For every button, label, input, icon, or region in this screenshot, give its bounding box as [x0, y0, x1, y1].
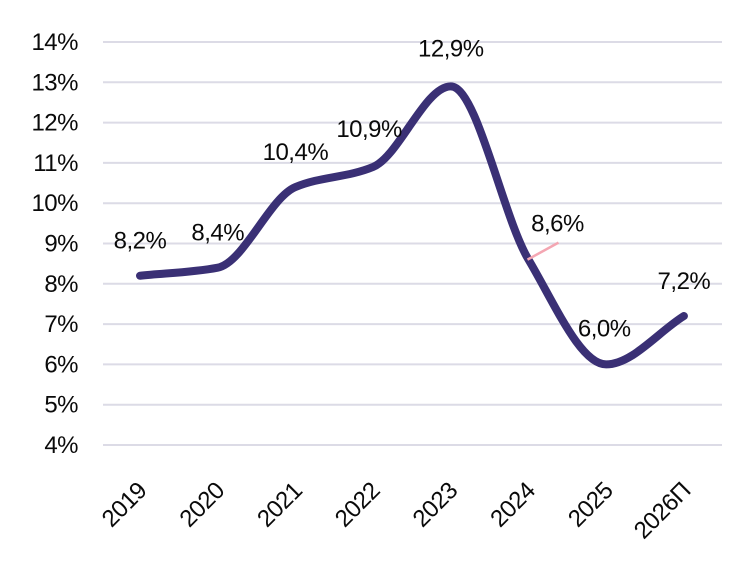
y-axis-label: 4%	[44, 432, 78, 459]
data-point-label: 6,0%	[578, 315, 631, 342]
x-axis-label: 2024	[485, 477, 541, 533]
data-point-label: 8,6%	[531, 211, 584, 238]
y-axis-label: 13%	[31, 69, 78, 96]
y-axis-label: 12%	[31, 110, 78, 137]
y-axis-label: 14%	[31, 29, 78, 56]
x-axis-label: 2023	[408, 477, 464, 533]
x-axis-label: 2020	[175, 477, 231, 533]
x-axis-label: 2022	[330, 477, 386, 533]
y-axis-label: 6%	[44, 351, 78, 378]
x-axis-label: 2019	[97, 477, 153, 533]
y-axis-label: 10%	[31, 190, 78, 217]
data-series-line	[136, 82, 688, 369]
y-axis-label: 5%	[44, 392, 78, 419]
y-axis-label: 11%	[33, 150, 78, 177]
x-axis-label: 2021	[252, 477, 308, 533]
x-axis-label: 2025	[563, 477, 619, 533]
data-point-label: 7,2%	[658, 268, 711, 295]
x-axis-label: 2026П	[629, 477, 696, 544]
y-axis-label: 7%	[44, 311, 78, 338]
y-axis-label: 8%	[44, 271, 78, 298]
data-point-label: 8,2%	[114, 228, 167, 255]
data-point-label: 10,4%	[263, 139, 329, 166]
data-point-label: 10,9%	[336, 116, 402, 143]
y-axis-label: 9%	[44, 231, 78, 258]
leader-line	[526, 241, 560, 261]
data-point-label: 8,4%	[191, 220, 244, 247]
data-point-label: 12,9%	[418, 35, 484, 62]
